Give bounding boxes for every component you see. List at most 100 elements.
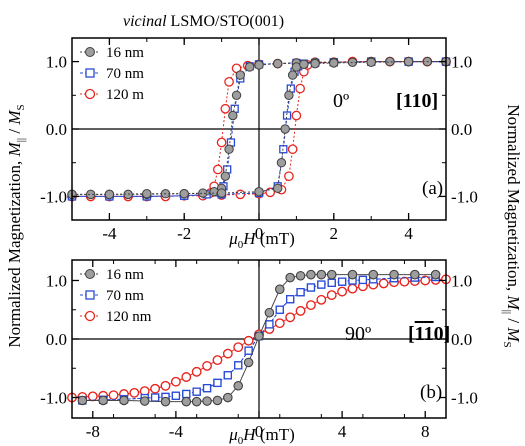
data-point (326, 290, 337, 300)
panel-a-angle: 0º (333, 90, 349, 112)
panel-a: -4 -2 0 2 4 -1.0 -1.0 0.0 0.0 1.0 1.0 16 nm 70 nm 120… (40, 37, 478, 243)
data-point (254, 186, 264, 197)
data-point (274, 318, 285, 329)
data-point (399, 276, 410, 287)
y-tick-label-right: 0.0 (451, 120, 472, 139)
data-point (285, 312, 296, 323)
y-tick-label-left: 1.0 (46, 271, 67, 290)
data-point (181, 396, 191, 407)
left-y-axis-label: Normalized Magnetization, M|| / MS (5, 104, 27, 347)
figure-title: vicinal LSMO/STO(001) (123, 13, 284, 30)
data-point (220, 171, 231, 181)
data-point (295, 83, 305, 94)
data-point (234, 361, 243, 370)
data-point (77, 395, 88, 406)
data-point (329, 58, 339, 68)
legend-label: 70 nm (106, 288, 144, 304)
data-point (171, 391, 181, 400)
data-point (389, 269, 399, 280)
data-point (285, 272, 295, 283)
data-point (212, 395, 223, 406)
data-point (306, 283, 316, 292)
y-tick-label-right: 1.0 (451, 271, 472, 290)
legend-label: 120 m (106, 87, 144, 103)
data-point (228, 110, 238, 121)
data-point (216, 137, 227, 148)
data-point (295, 271, 306, 281)
data-point (280, 124, 290, 134)
data-point (243, 335, 254, 346)
x-tick-label: -8 (86, 422, 100, 441)
data-point (358, 275, 368, 285)
data-point (224, 144, 234, 154)
data-point (385, 56, 395, 67)
data-point (368, 269, 378, 280)
series-line (72, 61, 446, 195)
x-tick-label: -4 (102, 224, 117, 243)
y-tick-label-left: 0.0 (46, 330, 67, 349)
data-point (316, 294, 327, 305)
x-tick-label: 2 (330, 224, 339, 243)
data-point (337, 277, 347, 286)
data-point (171, 376, 181, 387)
x-tick-label: 0 (255, 224, 264, 243)
data-point (284, 90, 294, 100)
figure-title-italic: vicinal (123, 13, 167, 30)
data-point (192, 387, 201, 396)
panel-a-direction: [110] (396, 90, 438, 112)
data-point (243, 357, 254, 368)
data-point (198, 188, 208, 198)
data-point (98, 395, 108, 406)
data-point (327, 278, 336, 287)
x-tick-label: -4 (169, 422, 184, 441)
data-point (265, 320, 274, 329)
data-point (291, 110, 302, 121)
legend-marker (85, 269, 95, 279)
data-point (299, 59, 309, 69)
data-point (275, 305, 284, 314)
data-point (420, 275, 431, 286)
right-y-axis-label: Normalized Magnetization, M|| / MS (501, 104, 523, 347)
x-tick-label: 8 (421, 422, 430, 441)
legend-label: 16 nm (106, 45, 144, 61)
data-point (140, 396, 150, 406)
data-point (233, 381, 243, 391)
data-point (378, 278, 389, 289)
data-point (224, 76, 234, 87)
data-point (273, 183, 283, 194)
data-point (275, 284, 285, 294)
data-point (212, 355, 223, 365)
data-point (119, 395, 129, 406)
data-point (273, 58, 283, 69)
data-point (347, 269, 358, 280)
data-point (142, 189, 152, 199)
panel-b-x-axis-label: μ0H (mT) (228, 425, 295, 446)
data-point (244, 346, 253, 355)
data-point (202, 384, 212, 393)
legend-marker (85, 290, 95, 300)
data-point (182, 389, 191, 399)
data-point (179, 189, 189, 199)
legend-label: 70 nm (106, 66, 144, 82)
data-point (191, 366, 202, 377)
data-point (235, 189, 246, 200)
panel-b-label: (b) (420, 382, 442, 403)
data-point (213, 378, 222, 388)
data-point (317, 280, 326, 289)
data-point (327, 269, 337, 280)
data-point (223, 392, 233, 403)
data-point (150, 383, 160, 394)
data-point (202, 361, 212, 371)
legend-marker (84, 310, 96, 322)
data-point (296, 288, 305, 297)
legend-label: 120 nm (106, 309, 152, 325)
figure-title-rest: LSMO/STO(001) (167, 13, 285, 30)
data-point (254, 60, 264, 70)
y-tick-label-left: 1.0 (46, 53, 67, 72)
data-point (337, 286, 347, 297)
data-point (104, 189, 115, 200)
data-point (276, 158, 287, 168)
y-tick-label-right: -1.0 (451, 389, 478, 408)
data-point (306, 269, 316, 280)
y-tick-label-left: -1.0 (40, 187, 67, 206)
